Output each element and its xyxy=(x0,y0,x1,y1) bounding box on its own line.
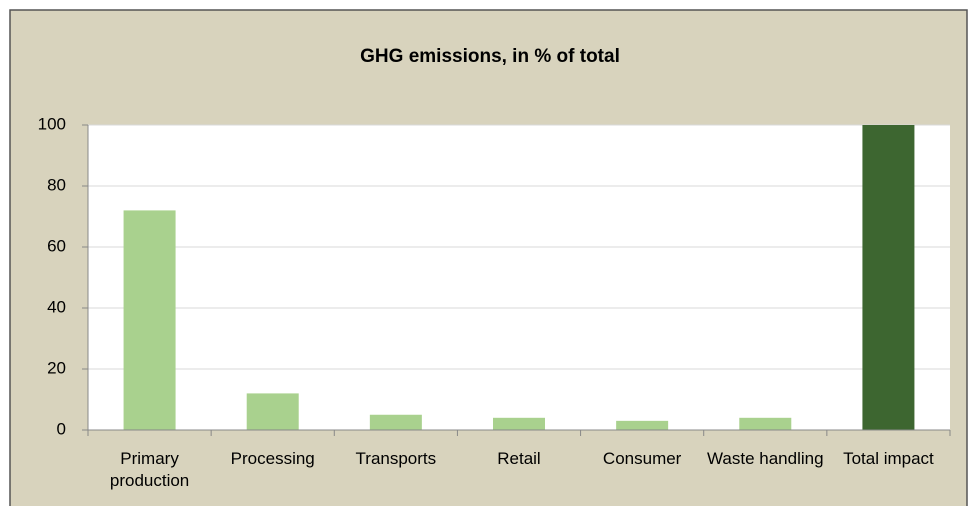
x-tick-label: Total impact xyxy=(843,449,934,468)
y-tick-label: 20 xyxy=(47,358,66,377)
x-tick-label: Waste handling xyxy=(706,449,824,468)
y-tick-label: 0 xyxy=(57,419,66,438)
x-tick-label: Retail xyxy=(497,449,541,468)
bar xyxy=(123,210,176,430)
bar xyxy=(369,414,422,430)
y-tick-label: 40 xyxy=(47,297,66,316)
y-tick-label: 80 xyxy=(47,175,66,194)
x-tick-label: Transports xyxy=(355,449,437,468)
bar xyxy=(246,393,299,430)
plot-area xyxy=(88,125,950,430)
x-tick-label: Consumer xyxy=(602,449,682,468)
bar xyxy=(616,420,669,430)
bar xyxy=(862,125,915,430)
x-tick-label: Primary production xyxy=(109,449,190,490)
y-tick-label: 60 xyxy=(47,236,66,255)
bar xyxy=(493,417,545,430)
x-tick-label: Processing xyxy=(230,449,315,468)
chart-title: GHG emissions, in % of total xyxy=(360,46,620,67)
y-tick-label: 100 xyxy=(38,114,66,133)
bar xyxy=(739,417,792,430)
